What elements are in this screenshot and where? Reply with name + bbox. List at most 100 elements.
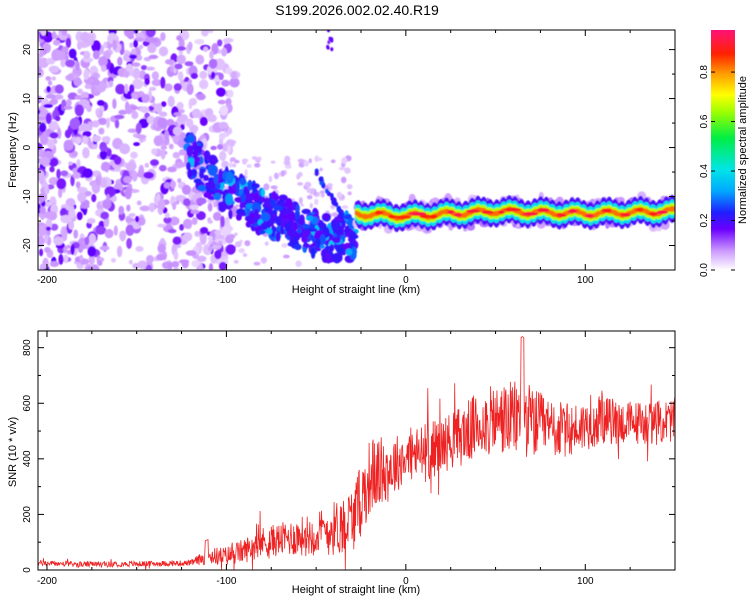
band-blob xyxy=(203,192,212,198)
noise-blob xyxy=(234,232,238,236)
noise-blob xyxy=(65,37,72,48)
noise-blob xyxy=(39,122,47,133)
band-blob xyxy=(187,168,193,179)
noise-blob xyxy=(171,261,180,268)
noise-blob xyxy=(42,257,49,269)
noise-blob xyxy=(217,99,226,105)
spectrogram-marks xyxy=(38,30,675,270)
band-blob xyxy=(329,244,335,252)
noise-blob xyxy=(221,79,230,87)
y-tick-label: 800 xyxy=(22,339,33,356)
noise-blob xyxy=(176,101,184,111)
noise-blob xyxy=(253,261,261,266)
colorbar-tick-label: 0.4 xyxy=(699,164,710,178)
carrier-peak xyxy=(648,212,658,216)
noise-blob xyxy=(175,161,186,168)
noise-blob xyxy=(160,148,166,160)
band-blob xyxy=(282,207,293,214)
noise-blob xyxy=(222,160,229,167)
noise-blob xyxy=(172,202,177,210)
noise-blob xyxy=(156,253,166,261)
noise-blob xyxy=(297,158,305,163)
noise-blob xyxy=(235,204,240,208)
noise-blob xyxy=(216,87,226,97)
carrier-peak xyxy=(447,210,455,214)
noise-blob xyxy=(38,116,46,121)
noise-blob xyxy=(119,143,131,155)
noise-blob xyxy=(148,86,157,91)
band-blob xyxy=(235,180,240,193)
band-blob xyxy=(197,185,207,192)
noise-blob xyxy=(229,77,240,88)
band-blob xyxy=(225,193,234,206)
noise-blob xyxy=(165,118,175,127)
noise-blob xyxy=(133,142,141,147)
noise-blob xyxy=(137,260,148,269)
noise-blob xyxy=(125,106,132,115)
noise-blob xyxy=(38,143,43,150)
noise-blob xyxy=(273,172,279,180)
noise-blob xyxy=(99,150,108,160)
noise-blob xyxy=(255,158,259,163)
noise-blob xyxy=(157,243,166,253)
noise-blob xyxy=(77,191,87,203)
noise-blob xyxy=(238,248,245,254)
noise-blob xyxy=(208,30,214,34)
noise-blob xyxy=(218,73,224,81)
noise-blob xyxy=(173,83,182,91)
band-blob xyxy=(186,161,191,171)
band-blob xyxy=(251,202,262,214)
noise-blob xyxy=(207,220,213,224)
noise-blob xyxy=(173,251,179,260)
noise-blob xyxy=(284,155,291,163)
noise-blob xyxy=(165,59,174,65)
noise-blob xyxy=(145,264,152,270)
noise-blob xyxy=(53,94,64,100)
noise-blob xyxy=(56,178,67,190)
noise-blob xyxy=(72,73,78,79)
noise-blob xyxy=(181,259,189,269)
band-blob xyxy=(259,197,267,203)
noise-blob xyxy=(223,39,229,45)
noise-blob xyxy=(136,200,142,206)
noise-blob xyxy=(130,151,138,159)
noise-blob xyxy=(163,182,171,189)
noise-blob xyxy=(139,106,150,113)
x-tick-label: -100 xyxy=(216,576,236,587)
noise-blob xyxy=(170,66,174,73)
noise-blob xyxy=(100,64,107,72)
snr-marks xyxy=(38,336,675,570)
noise-blob xyxy=(208,58,218,69)
noise-blob xyxy=(45,94,56,99)
noise-blob xyxy=(225,244,236,255)
noise-blob xyxy=(168,143,174,150)
noise-blob xyxy=(196,93,206,101)
streak-blob xyxy=(329,193,334,198)
noise-blob xyxy=(186,83,194,95)
noise-blob xyxy=(111,195,117,202)
noise-blob xyxy=(123,176,132,184)
x-tick-label: -100 xyxy=(216,275,236,286)
streak-blob xyxy=(334,201,339,207)
noise-blob xyxy=(221,47,228,57)
noise-blob xyxy=(191,260,200,268)
noise-blob xyxy=(246,164,252,168)
noise-blob xyxy=(113,156,122,165)
noise-blob xyxy=(338,166,346,171)
noise-blob xyxy=(189,98,197,106)
band-blob xyxy=(278,194,288,202)
noise-blob xyxy=(210,145,217,151)
noise-blob xyxy=(210,71,216,80)
noise-blob xyxy=(178,109,185,114)
noise-blob xyxy=(114,119,120,129)
noise-blob xyxy=(125,217,136,223)
band-blob xyxy=(254,208,259,216)
noise-blob xyxy=(126,238,132,249)
noise-blob xyxy=(314,155,320,162)
band-blob xyxy=(286,229,296,237)
noise-blob xyxy=(117,56,123,66)
noise-blob xyxy=(124,83,129,94)
noise-blob xyxy=(97,260,103,266)
noise-blob xyxy=(95,226,107,235)
carrier-peak xyxy=(420,214,430,219)
